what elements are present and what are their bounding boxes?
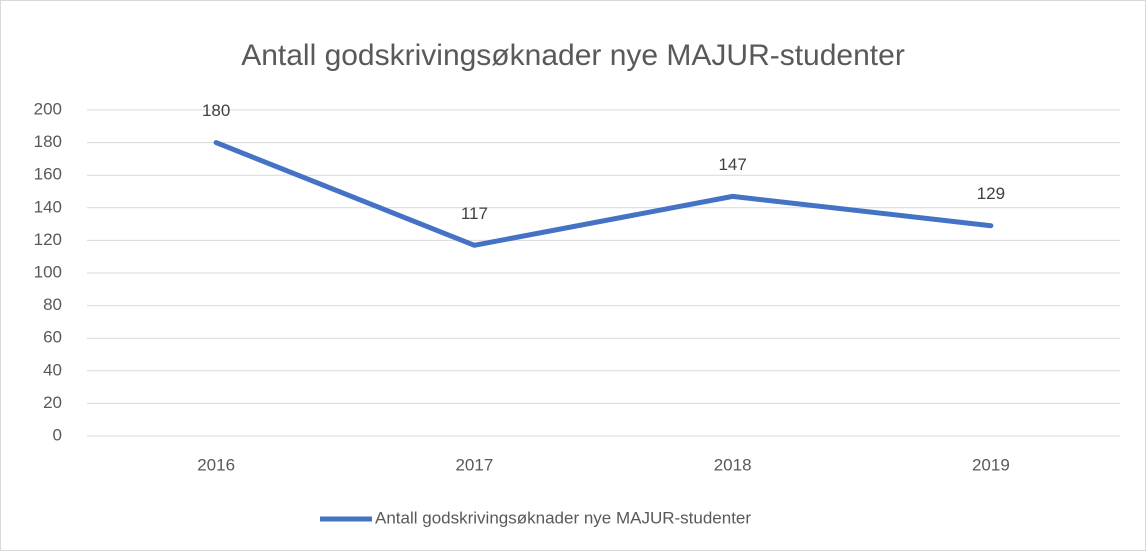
- series-line: [213, 140, 994, 248]
- y-tick-label: 100: [34, 262, 62, 281]
- data-label: 147: [718, 155, 746, 174]
- x-tick-label: 2018: [714, 455, 752, 474]
- data-label: 117: [461, 204, 488, 223]
- y-tick-label: 0: [53, 425, 62, 444]
- y-tick-label: 200: [34, 99, 62, 118]
- y-tick-label: 140: [34, 197, 62, 216]
- y-tick-label: 40: [43, 360, 62, 379]
- y-tick-label: 160: [34, 165, 62, 184]
- y-tick-label: 180: [34, 132, 62, 151]
- data-label: 180: [202, 101, 230, 120]
- data-label: 129: [977, 184, 1005, 203]
- legend-label: Antall godskrivingsøknader nye MAJUR-stu…: [375, 508, 751, 527]
- x-tick-label: 2016: [197, 455, 235, 474]
- x-tick-label: 2019: [972, 455, 1010, 474]
- x-tick-label: 2017: [455, 455, 493, 474]
- chart-title: Antall godskrivingsøknader nye MAJUR-stu…: [241, 39, 905, 72]
- y-tick-label: 20: [43, 393, 62, 412]
- y-tick-label: 80: [43, 295, 62, 314]
- y-tick-label: 60: [43, 328, 62, 347]
- y-tick-label: 120: [34, 230, 62, 249]
